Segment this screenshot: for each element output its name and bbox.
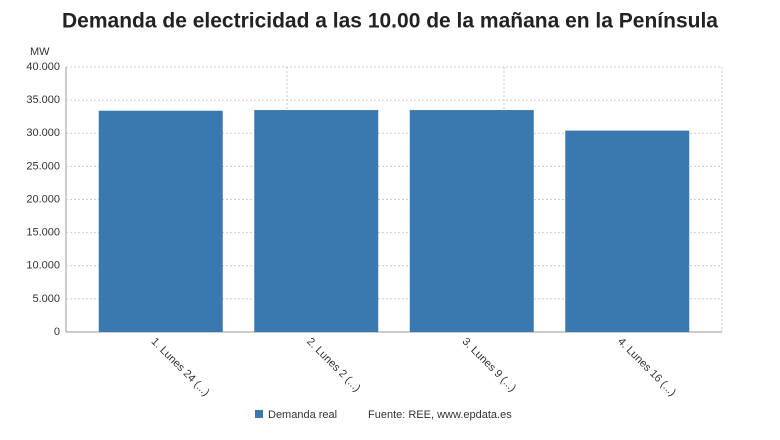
y-tick-label: 0: [54, 326, 60, 338]
chart-title: Demanda de electricidad a las 10.00 de l…: [62, 10, 718, 33]
x-tick-label: 1. Lunes 24 (...): [149, 336, 212, 399]
bar: [98, 110, 223, 332]
y-tick-label: 15.000: [26, 227, 60, 239]
bar: [254, 110, 379, 332]
y-axis-label: MW: [30, 46, 50, 58]
y-tick-label: 5.000: [32, 293, 60, 305]
legend-label: Demanda real: [268, 409, 337, 421]
legend-swatch: [255, 410, 263, 418]
x-tick-label: 3. Lunes 9 (...): [460, 336, 519, 395]
x-tick-label: 2. Lunes 2 (...): [304, 336, 363, 395]
x-tick-label: 4. Lunes 16 (...): [615, 336, 678, 399]
y-tick-label: 30.000: [26, 127, 60, 139]
y-tick-label: 20.000: [26, 193, 60, 205]
y-tick-label: 10.000: [26, 260, 60, 272]
y-tick-label: 35.000: [26, 94, 60, 106]
source: Fuente: REE, www.epdata.es: [368, 409, 512, 421]
y-tick-label: 25.000: [26, 160, 60, 172]
bar: [409, 110, 534, 332]
bar: [565, 130, 690, 332]
y-tick-label: 40.000: [26, 61, 60, 73]
